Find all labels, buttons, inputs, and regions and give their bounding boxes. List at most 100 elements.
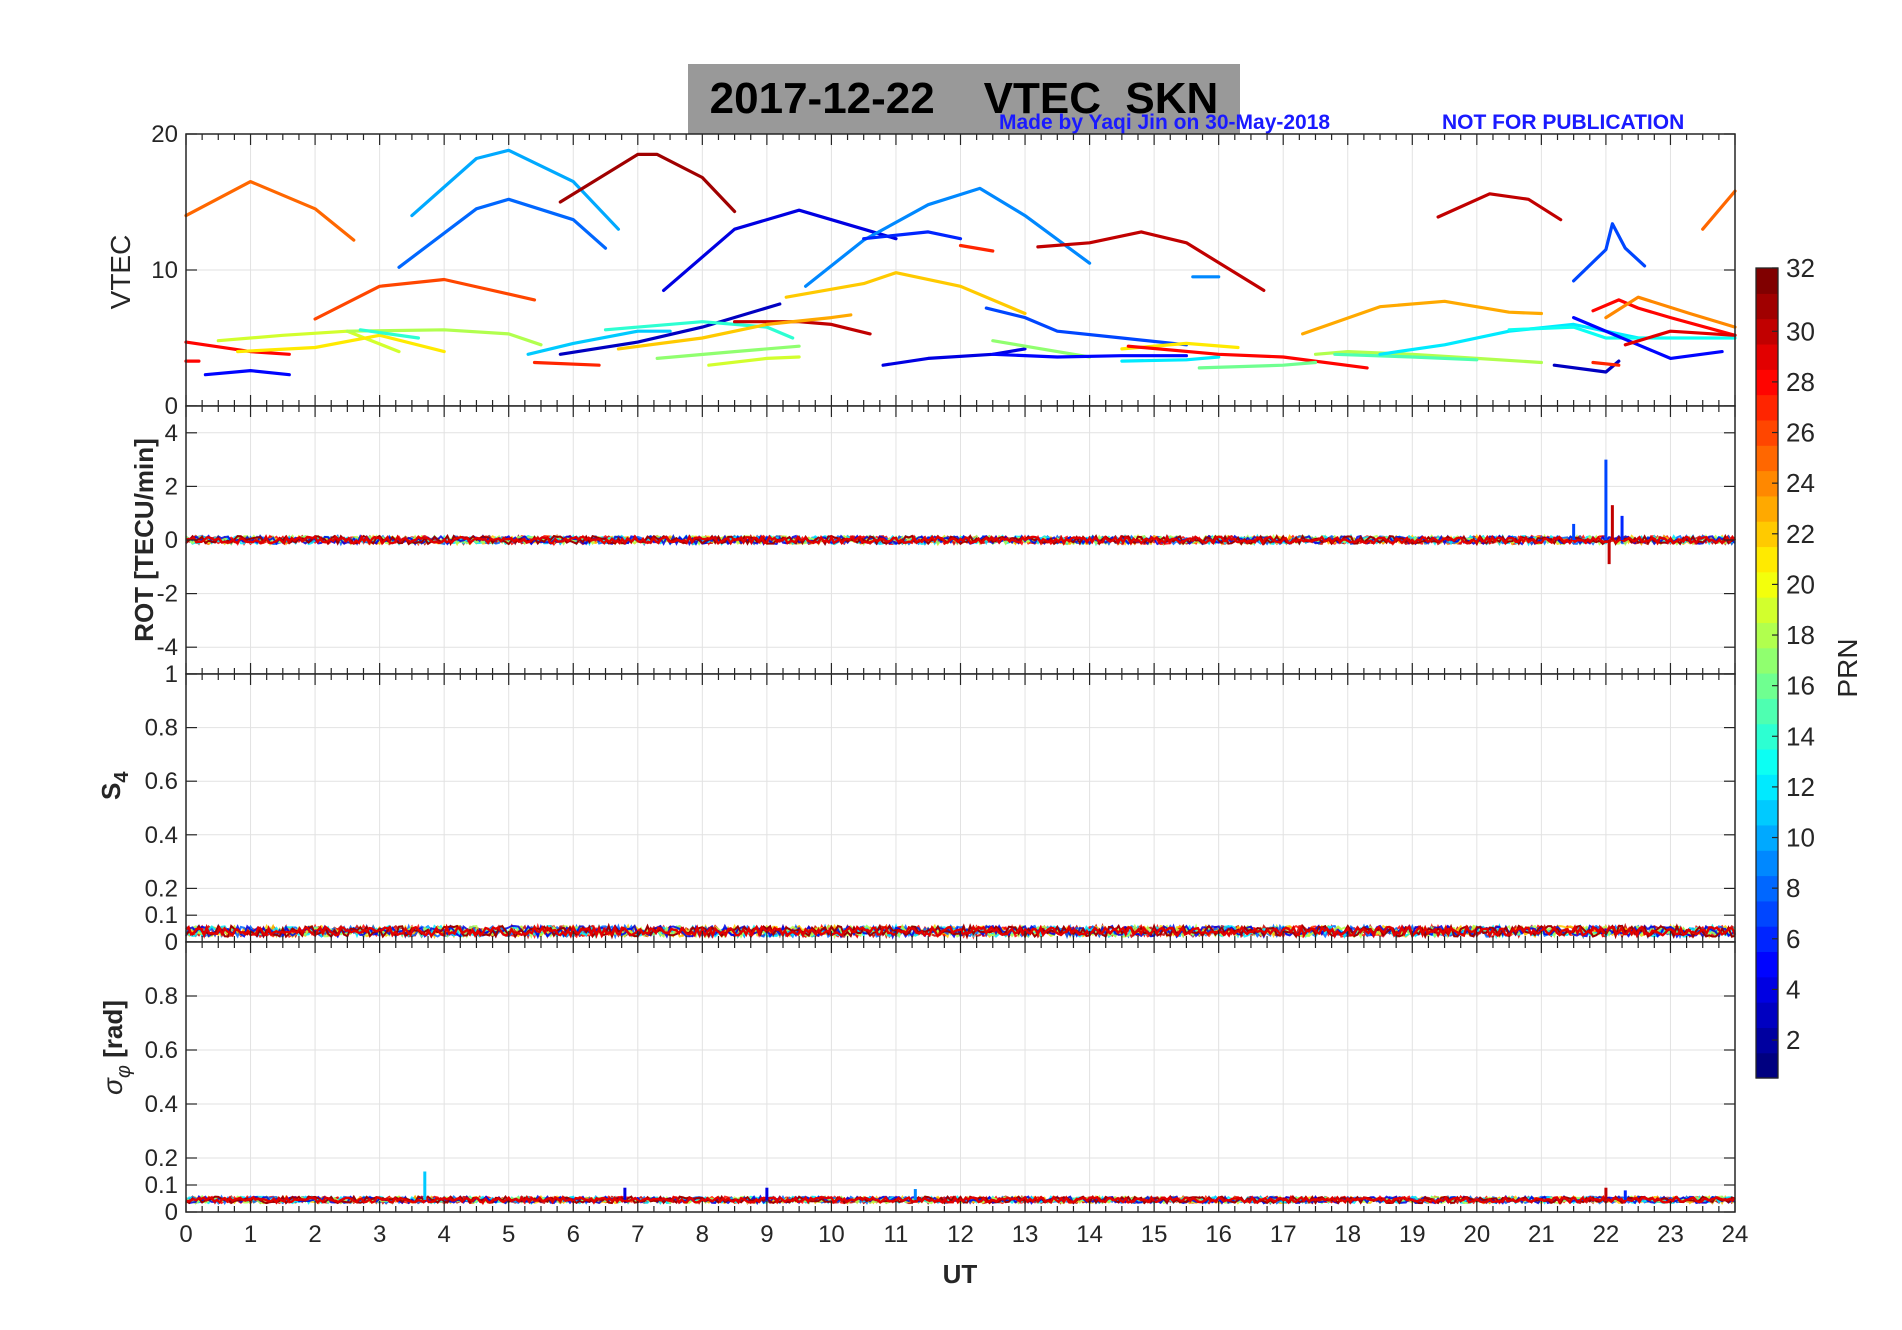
ylabel-rot: ROT [TECU/min]: [129, 438, 159, 642]
ytick-label-vtec: 10: [151, 257, 178, 284]
colorbar-tick-label: 28: [1786, 367, 1815, 397]
colorbar-segment-prn-13: [1756, 748, 1778, 775]
colorbar-segment-prn-25: [1756, 445, 1778, 472]
ytick-label-rot: 4: [165, 420, 178, 447]
vtec-series-prn-30: [1036, 230, 1266, 292]
colorbar-segment-prn-12: [1756, 774, 1778, 801]
ytick-label-vtec: 20: [151, 121, 178, 148]
ytick-label-rot: 0: [165, 527, 178, 554]
vtec-series-prn-8: [397, 197, 608, 269]
colorbar-segment-prn-31: [1756, 293, 1778, 320]
plot-layer: 01020-4-202400.10.20.40.60.8100.10.20.40…: [145, 121, 1749, 1248]
vtec-series-prn-30: [732, 320, 872, 336]
vtec-series-prn-24: [1604, 295, 1737, 329]
xlabel-ut: UT: [943, 1259, 978, 1289]
colorbar-tick-label: 6: [1786, 924, 1800, 954]
vtec-series-prn-22: [616, 322, 769, 351]
colorbar-tick-label: 30: [1786, 316, 1815, 346]
xtick-label: 12: [947, 1221, 974, 1248]
panel-s4: 00.10.2 0.4 0.6 0.8 1: [145, 661, 1737, 956]
ytick-label-s4: 0.1: [145, 902, 178, 929]
colorbar-segment-prn-9: [1756, 850, 1778, 877]
vtec-series-prn-27: [1591, 360, 1621, 367]
xtick-label: 13: [1012, 1221, 1039, 1248]
xtick-label: 21: [1528, 1221, 1555, 1248]
credit-not-for-publication: NOT FOR PUBLICATION: [1442, 111, 1685, 134]
title-box: [688, 64, 1240, 134]
colorbar-tick-label: 4: [1786, 974, 1800, 1004]
ytick-label-sigma_phi: 0.4: [145, 1091, 178, 1118]
xtick-label: 17: [1270, 1221, 1297, 1248]
vtec-series-prn-23: [1300, 299, 1544, 336]
colorbar-segment-prn-19: [1756, 597, 1778, 623]
xtick-label: 5: [502, 1221, 515, 1248]
vtec-series-prn-27: [958, 243, 995, 253]
colorbar-segment-prn-28: [1756, 369, 1778, 396]
ytick-label-sigma_phi: 0: [165, 1199, 178, 1226]
vtec-series-prn-27: [532, 360, 601, 367]
vtec-series-prn-21: [236, 333, 446, 354]
vtec-series-prn-25: [1701, 189, 1737, 231]
colorbar-segment-prn-6: [1756, 926, 1778, 953]
ytick-label-sigma_phi: 0.1: [145, 1172, 178, 1199]
ylabel-vtec: VTEC: [105, 235, 136, 310]
vtec-series-prn-28: [1591, 298, 1737, 337]
panel-vtec: 0 10 20: [151, 121, 1737, 420]
colorbar-segment-prn-15: [1756, 698, 1778, 725]
ytick-label-s4: 1: [165, 661, 178, 688]
vtec-series-prn-22: [784, 271, 1027, 316]
xtick-label: 20: [1463, 1221, 1490, 1248]
colorbar-tick-label: 8: [1786, 873, 1800, 903]
vtec-series-prn-14: [358, 328, 420, 340]
colorbar-segment-prn-7: [1756, 900, 1778, 927]
xtick-label: 7: [631, 1221, 644, 1248]
ytick-label-s4: 0.6: [145, 768, 178, 795]
ylabel-sigma-symbol: σ: [97, 1077, 128, 1095]
colorbar-segment-prn-27: [1756, 394, 1778, 421]
colorbar-segment-prn-8: [1756, 875, 1778, 902]
credit-made-by: Made by Yaqi Jin on 30-May-2018: [999, 111, 1331, 134]
colorbar-segment-prn-26: [1756, 419, 1778, 446]
vtec-series-prn-4: [881, 347, 1027, 367]
vtec-series-prn-5: [1571, 316, 1724, 360]
colorbar-segment-prn-21: [1756, 546, 1778, 573]
ylabel-s4-sub: 4: [111, 771, 133, 783]
ytick-label-vtec: 0: [165, 393, 178, 420]
vtec-series-prn-19: [216, 329, 401, 354]
xtick-label: 16: [1205, 1221, 1232, 1248]
colorbar-segment-prn-32: [1756, 268, 1778, 294]
colorbar-segment-prn-2: [1756, 1027, 1778, 1054]
xtick-label: 23: [1657, 1221, 1684, 1248]
xtick-label: 15: [1141, 1221, 1168, 1248]
ylabel-s4: S4: [96, 771, 133, 800]
vtec-series-prn-17: [655, 344, 801, 360]
ytick-label-s4: 0.2: [145, 875, 178, 902]
ytick-label-rot: -4: [157, 634, 178, 661]
colorbar-tick-label: 10: [1786, 823, 1815, 853]
vtec-series-prn-7: [1571, 222, 1647, 283]
colorbar-segment-prn-4: [1756, 976, 1778, 1003]
ytick-label-sigma_phi: 0.6: [145, 1037, 178, 1064]
vtec-series-prn-16: [1197, 360, 1318, 370]
colorbar-tick-label: 32: [1786, 253, 1815, 283]
colorbar-frame: [1755, 267, 1779, 1079]
ytick-label-s4: 0: [165, 929, 178, 956]
vtec-series-prn-28: [1126, 344, 1369, 370]
ylabel-sigma-unit: [rad]: [98, 1000, 128, 1065]
rot-noise-main: [185, 533, 1736, 546]
vtec-series-prn-29: [1623, 329, 1737, 347]
xtick-label: 0: [179, 1221, 192, 1248]
xtick-label: 24: [1722, 1221, 1749, 1248]
vtec-series-prn-5: [991, 352, 1189, 359]
xtick-label: 3: [373, 1221, 386, 1248]
vtec-series-prn-10: [410, 148, 621, 231]
vtec-series-prn-18: [1313, 350, 1544, 365]
vtec-series-prn-18: [345, 328, 543, 347]
colorbar-segment-prn-24: [1756, 470, 1778, 497]
ytick-label-s4: 0.4: [145, 822, 178, 849]
vtec-series-prn-31: [558, 152, 737, 214]
ylabel-sigma-sub: φ: [113, 1065, 135, 1078]
xtick-label: 1: [244, 1221, 257, 1248]
